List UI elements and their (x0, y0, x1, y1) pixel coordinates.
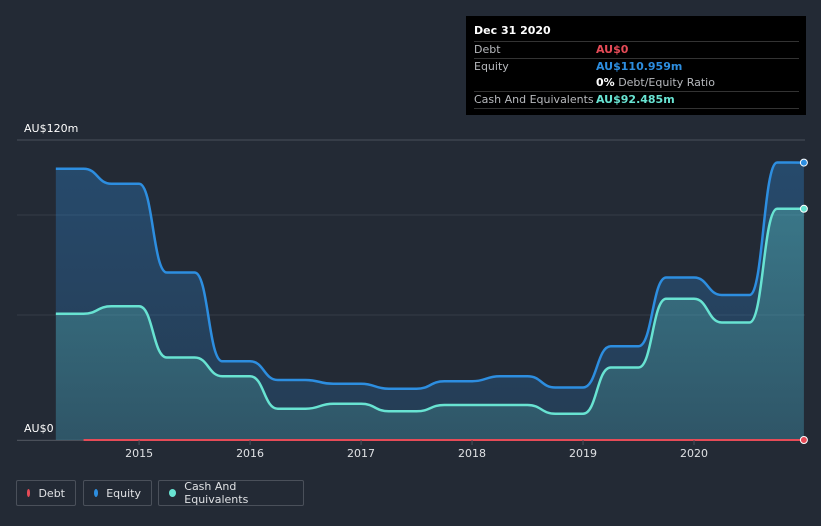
x-tick-label-2015: 2015 (125, 447, 153, 460)
x-tick-label-2017: 2017 (347, 447, 375, 460)
y-axis: AU$120m AU$0 (24, 122, 78, 435)
tooltip-equity-value: AU$110.959m (596, 60, 683, 73)
cash-area (55, 208, 804, 440)
x-tick-label-2020: 2020 (680, 447, 708, 460)
debt-endpoint (799, 436, 808, 444)
x-tick-label-2016: 2016 (236, 447, 264, 460)
tooltip-row-debt: Debt AU$0 (474, 42, 799, 59)
x-tick-label-2018: 2018 (458, 447, 486, 460)
legend-cash-label: Cash And Equivalents (184, 480, 249, 506)
series-areas (55, 162, 804, 440)
series-endpoints (799, 158, 808, 444)
cash-line (55, 207, 804, 415)
tooltip-cash-value: AU$92.485m (596, 93, 675, 106)
tooltip-row-cash: Cash And Equivalents AU$92.485m (474, 92, 799, 109)
equity-legend-dot-icon (94, 489, 99, 497)
tooltip-debt-label: Debt (474, 43, 501, 56)
tooltip-ratio-value: 0% (596, 76, 615, 89)
legend-item-equity[interactable]: Equity (83, 480, 152, 506)
x-axis: 2015 2016 2017 2018 2019 2020 (125, 440, 708, 460)
legend-equity-label: Equity (106, 486, 141, 500)
legend-debt-label: Debt (38, 486, 65, 500)
series-lines (55, 161, 804, 442)
tooltip-row-equity: Equity AU$110.959m (474, 59, 799, 75)
tooltip-equity-label: Equity (474, 60, 509, 73)
tooltip-ratio: 0% Debt/Equity Ratio (596, 75, 715, 91)
cash-legend-dot-icon (169, 489, 177, 497)
y-tick-label-0: AU$0 (24, 422, 54, 435)
tooltip-debt-value: AU$0 (596, 43, 629, 56)
equity-line (55, 161, 804, 390)
hover-tooltip: Dec 31 2020 Debt AU$0 Equity AU$110.959m… (466, 16, 806, 115)
legend-item-debt[interactable]: Debt (16, 480, 76, 506)
tooltip-ratio-label: Debt/Equity Ratio (618, 76, 715, 89)
tooltip-date: Dec 31 2020 (474, 23, 799, 42)
equity-endpoint (799, 158, 808, 167)
tooltip-cash-label: Cash And Equivalents (474, 93, 594, 106)
y-tick-label-120: AU$120m (24, 122, 78, 135)
legend-item-cash[interactable]: Cash And Equivalents (158, 480, 304, 506)
x-tick-label-2019: 2019 (569, 447, 597, 460)
cash-endpoint (799, 204, 808, 213)
tooltip-row-ratio: 0% Debt/Equity Ratio (474, 75, 799, 92)
debt-legend-dot-icon (27, 489, 31, 497)
